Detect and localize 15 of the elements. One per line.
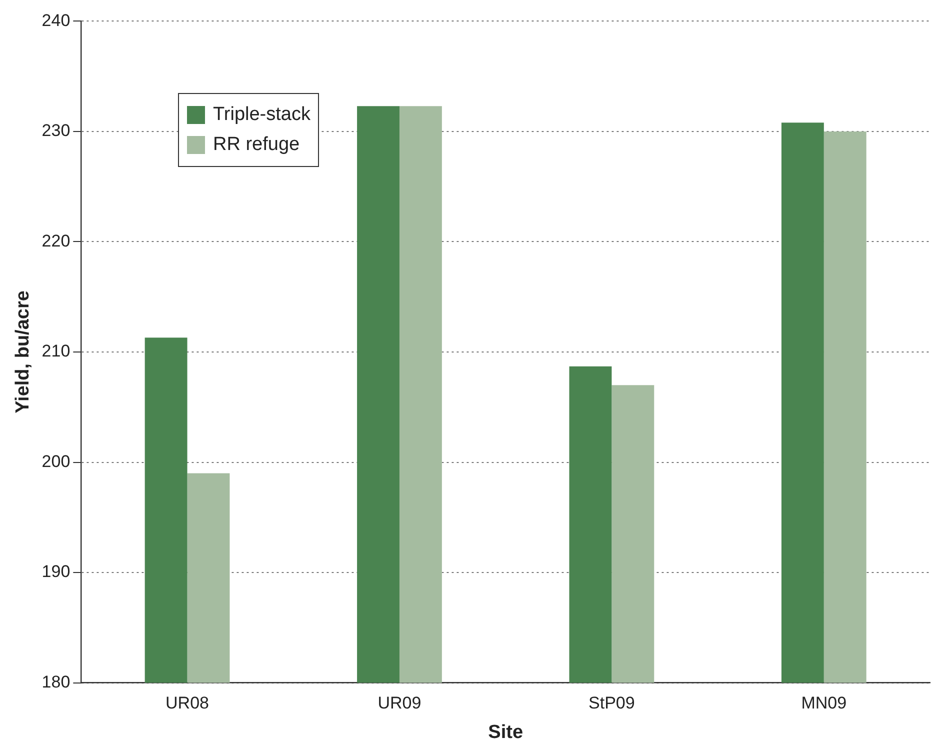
y-tick-label: 230 (42, 121, 70, 140)
y-tick-label: 220 (42, 231, 70, 250)
y-tick-label: 200 (42, 452, 70, 471)
x-tick-label: UR08 (166, 694, 210, 713)
y-axis-title: Yield, bu/acre (12, 290, 34, 414)
y-tick-label: 240 (42, 10, 70, 30)
y-tick-label: 210 (42, 342, 70, 361)
x-tick-label: UR09 (378, 694, 422, 713)
legend-label: RR refuge (213, 133, 300, 157)
x-tick-label: MN09 (801, 694, 847, 713)
legend-label: Triple-stack (213, 103, 310, 127)
x-axis-title: Site (488, 722, 524, 743)
y-tick-label: 180 (42, 672, 70, 692)
y-tick-label: 190 (42, 562, 70, 582)
x-tick-label: StP09 (588, 694, 635, 713)
